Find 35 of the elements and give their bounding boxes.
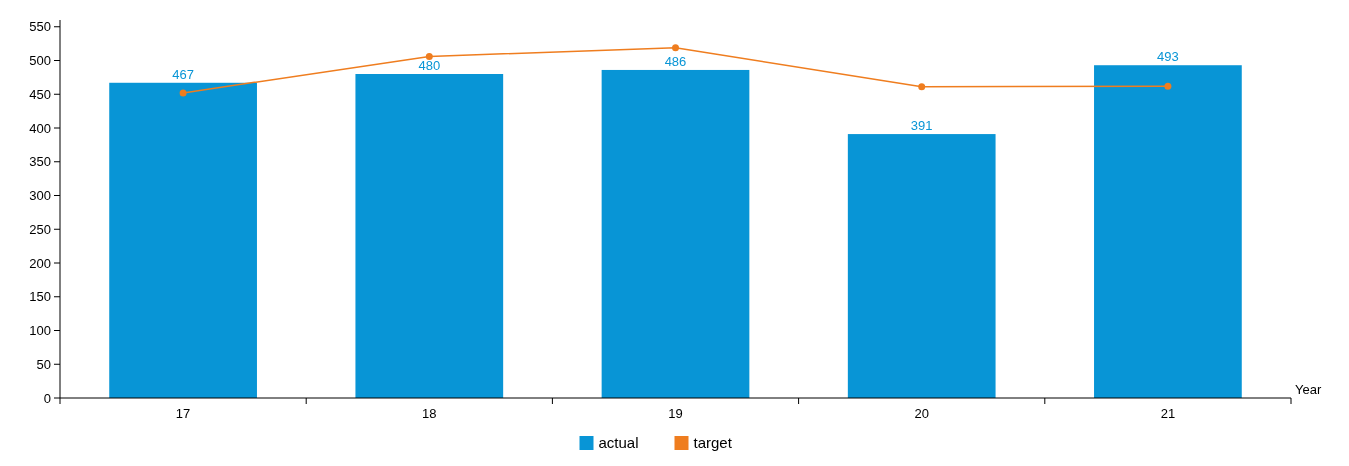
point <box>179 89 187 97</box>
y-tick-label: 400 <box>29 120 51 136</box>
y-tick-label: 350 <box>29 154 51 170</box>
x-tick-label: 18 <box>422 406 437 421</box>
y-tick-label: 300 <box>29 188 51 204</box>
y-tick-label: 50 <box>36 356 51 372</box>
x-tick-label: 20 <box>914 406 929 421</box>
x-tick-label: 21 <box>1160 406 1176 421</box>
bar <box>109 82 257 398</box>
bar <box>355 74 504 398</box>
point <box>918 83 926 91</box>
data-label: 467 <box>172 66 194 82</box>
y-tick-label: 450 <box>29 86 51 102</box>
x-tick-label: 19 <box>668 406 683 421</box>
bar <box>601 69 750 398</box>
y-tick-label: 550 <box>29 19 51 35</box>
data-label: 493 <box>1157 49 1179 65</box>
y-tick-label: 200 <box>29 255 51 271</box>
data-label: 480 <box>418 58 441 73</box>
x-tick-label: 17 <box>175 406 191 421</box>
bar <box>847 134 996 398</box>
y-tick-label: 0 <box>43 390 51 406</box>
bar <box>1094 65 1242 398</box>
point <box>672 44 679 52</box>
point <box>425 52 433 60</box>
legend-label: actual <box>598 434 639 452</box>
y-tick-label: 250 <box>29 221 51 237</box>
y-tick-label: 150 <box>29 289 51 305</box>
data-label: 391 <box>910 118 933 134</box>
point <box>1164 82 1172 90</box>
data-label: 486 <box>664 53 687 69</box>
legend-label: target <box>693 434 733 452</box>
x-axis-title: Year <box>1295 382 1322 397</box>
y-tick-label: 500 <box>29 53 51 69</box>
y-tick-label: 100 <box>29 323 51 339</box>
